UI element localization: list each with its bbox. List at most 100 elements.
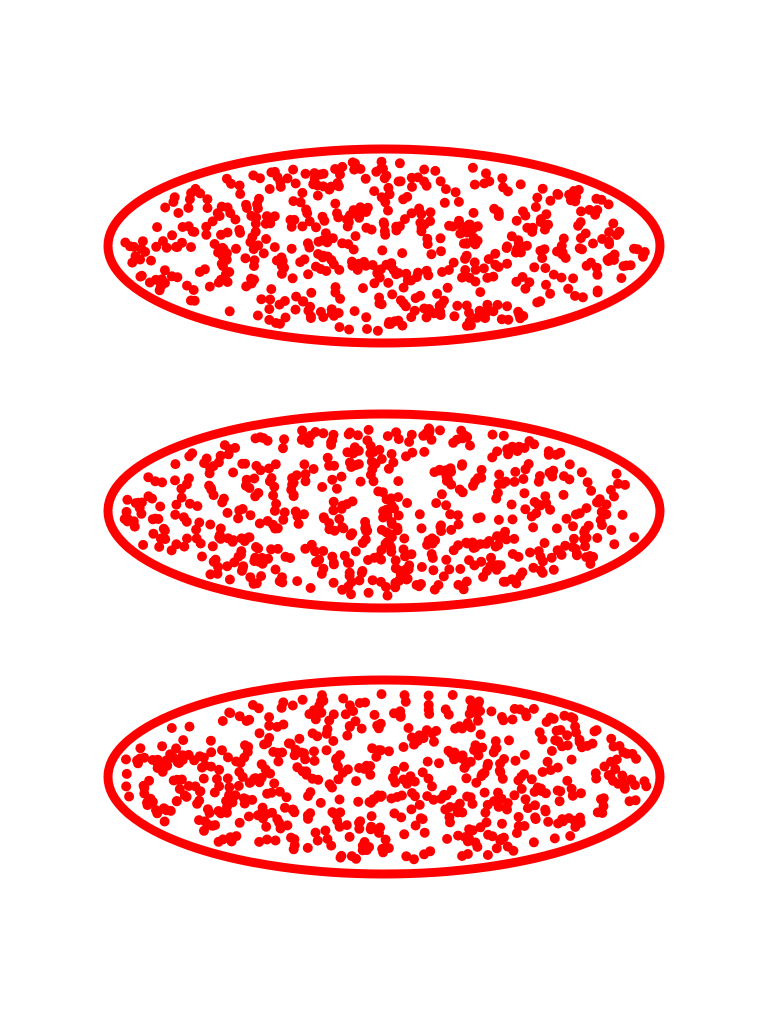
dot: [449, 311, 460, 322]
dot: [262, 738, 273, 748]
dot: [393, 510, 404, 521]
dot: [225, 208, 236, 219]
dot: [591, 773, 602, 784]
dot: [391, 427, 402, 438]
dot: [450, 723, 461, 734]
dot: [480, 807, 491, 818]
dot: [183, 473, 194, 484]
dot: [176, 492, 187, 503]
dot: [143, 491, 154, 502]
dot: [548, 564, 559, 575]
dot: [230, 442, 241, 453]
dot: [471, 777, 482, 788]
dot: [509, 476, 520, 487]
dot: [446, 785, 457, 796]
dot: [217, 716, 228, 726]
dot: [249, 773, 260, 784]
dot: [418, 733, 429, 744]
dot: [398, 742, 409, 752]
dot: [384, 529, 395, 539]
dot: [337, 500, 348, 511]
dot: [574, 508, 585, 519]
dot: [279, 262, 290, 273]
dot: [333, 774, 344, 785]
dot: [198, 773, 209, 784]
dot: [423, 704, 434, 715]
dot: [445, 817, 455, 828]
dot: [574, 737, 585, 748]
dot: [390, 777, 401, 788]
dot: [310, 827, 321, 838]
dot: [472, 708, 483, 719]
dot: [183, 202, 194, 213]
dot: [152, 808, 163, 819]
dot: [227, 536, 238, 547]
dot: [573, 184, 584, 195]
dot: [450, 187, 461, 198]
dot: [256, 772, 267, 783]
dot: [617, 770, 628, 781]
dot: [235, 227, 246, 238]
dot: [253, 543, 264, 554]
dot: [343, 581, 354, 592]
dot: [316, 568, 327, 579]
dot: [414, 509, 425, 520]
dot: [560, 540, 571, 551]
dot: [399, 533, 410, 544]
dot: [383, 205, 393, 216]
dot: [403, 723, 414, 733]
dot: [406, 208, 417, 219]
dot: [552, 762, 563, 773]
dot: [351, 776, 362, 787]
dot: [444, 564, 455, 575]
dot: [210, 554, 221, 565]
dot: [377, 245, 388, 256]
dot: [523, 459, 534, 469]
dot: [279, 802, 290, 813]
dot: [537, 556, 548, 567]
dot: [255, 173, 265, 184]
dot: [461, 238, 472, 249]
dot: [511, 828, 522, 839]
dot: [328, 496, 339, 507]
dot: [478, 263, 489, 274]
dot: [279, 434, 290, 445]
dot: [264, 463, 274, 474]
dot: [431, 498, 442, 509]
dot: [576, 467, 587, 478]
dot: [337, 522, 348, 533]
dot: [383, 319, 394, 329]
dot: [231, 756, 242, 767]
dot: [427, 728, 438, 739]
dot: [480, 313, 491, 324]
dot: [546, 552, 557, 563]
dot: [548, 269, 559, 280]
dot: [419, 827, 430, 838]
dot: [445, 509, 456, 520]
dot: [414, 799, 425, 810]
dot: [171, 499, 182, 510]
dot: [346, 589, 356, 600]
dot: [525, 547, 535, 558]
dot: [419, 303, 430, 314]
dot: [305, 808, 316, 819]
dot: [591, 725, 602, 736]
dot: [502, 301, 513, 312]
dot: [440, 184, 451, 195]
dot: [352, 430, 363, 441]
dot: [253, 703, 264, 714]
dot: [302, 842, 313, 853]
dot: [383, 277, 394, 288]
dot: [637, 251, 648, 262]
dot: [135, 254, 146, 265]
dot: [532, 297, 543, 308]
dot: [541, 498, 552, 509]
dot: [491, 843, 502, 854]
dot: [430, 165, 441, 176]
dot: [394, 158, 405, 169]
dot: [245, 510, 256, 521]
dot: [473, 715, 483, 726]
dot: [201, 229, 212, 240]
dot: [300, 543, 311, 554]
dot: [136, 508, 147, 519]
